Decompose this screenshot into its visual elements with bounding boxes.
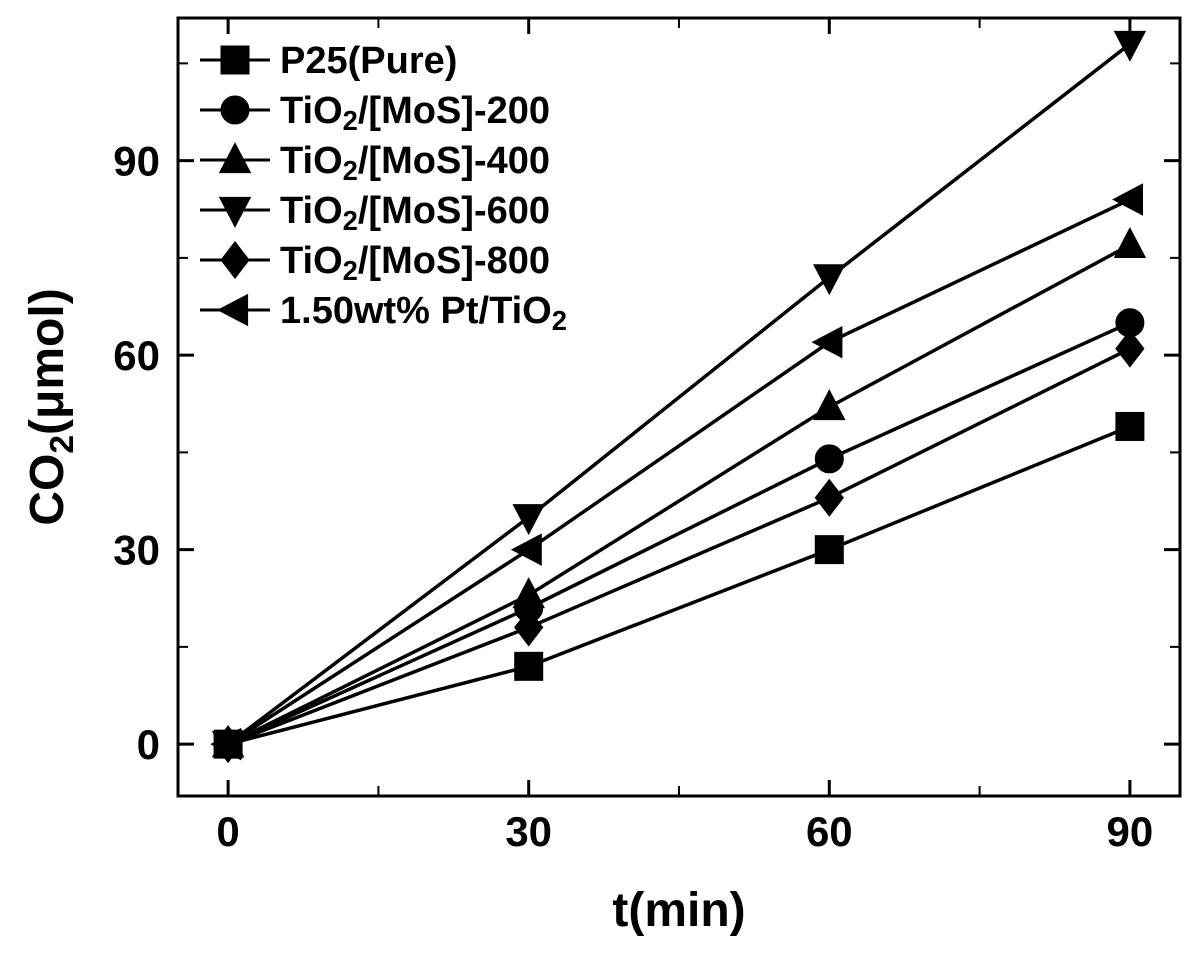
x-tick-label: 60 [806, 808, 853, 855]
y-tick-label: 30 [113, 527, 160, 574]
circle-marker [221, 96, 249, 124]
triangle-down-marker [814, 265, 845, 294]
triangle-up-marker [814, 390, 845, 419]
legend-label: TiO2/[MoS]-400 [280, 140, 550, 186]
triangle-left-marker [512, 534, 541, 565]
square-marker [515, 652, 543, 680]
triangle-left-marker [1113, 184, 1142, 215]
legend-label: TiO2/[MoS]-200 [280, 90, 550, 136]
diamond-marker [1116, 330, 1144, 366]
x-axis-label: t(min) [612, 884, 745, 937]
x-tick-label: 90 [1107, 808, 1154, 855]
chart-container: 0 30 60 90 0 30 60 90 t(min) CO2(μmol) P25(Pure) Ti… [0, 0, 1204, 959]
y-tick-label: 90 [113, 138, 160, 185]
triangle-up-marker [1115, 228, 1146, 257]
series-line [228, 349, 1130, 744]
triangle-up-marker [220, 143, 251, 172]
circle-marker [815, 445, 843, 473]
square-marker [815, 536, 843, 564]
triangle-down-marker [513, 505, 544, 534]
legend-label: 1.50wt% Pt/TiO2 [280, 290, 567, 336]
legend-label: TiO2/[MoS]-600 [280, 190, 550, 236]
x-tick-label: 0 [216, 808, 239, 855]
diamond-marker [221, 242, 249, 278]
legend-label: P25(Pure) [280, 40, 457, 82]
triangle-left-marker [218, 295, 247, 326]
square-marker [1116, 412, 1144, 440]
y-tick-label: 60 [113, 332, 160, 379]
triangle-down-marker [1115, 31, 1146, 60]
legend-label: TiO2/[MoS]-800 [280, 240, 550, 286]
y-tick-label: 0 [137, 721, 160, 768]
triangle-down-marker [220, 197, 251, 226]
x-tick-label: 30 [505, 808, 552, 855]
y-axis-label: CO2(μmol) [21, 288, 81, 525]
series-line [228, 426, 1130, 744]
square-marker [221, 46, 249, 74]
triangle-left-marker [813, 327, 842, 358]
line-chart: 0 30 60 90 0 30 60 90 t(min) CO2(μmol) P25(Pure) Ti… [0, 0, 1204, 959]
series-line [228, 323, 1130, 744]
diamond-marker [815, 480, 843, 516]
triangle-up-marker [513, 578, 544, 607]
